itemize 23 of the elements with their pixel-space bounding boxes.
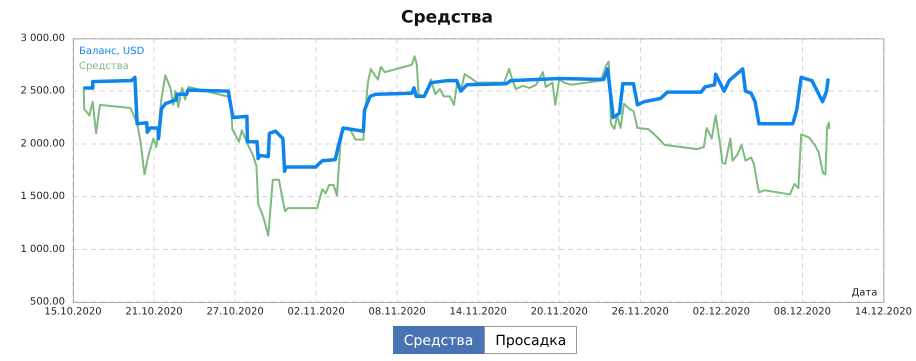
x-axis-title: Дата bbox=[851, 288, 878, 299]
x-tick-label: 14.12.2020 bbox=[854, 306, 912, 318]
chart-title: Средства bbox=[400, 8, 494, 28]
y-tick-label: 3 000.00 bbox=[20, 32, 65, 44]
x-tick-label: 26.11.2020 bbox=[612, 306, 669, 318]
x-tick-label: 08.11.2020 bbox=[368, 306, 426, 318]
y-tick-label: 1 000.00 bbox=[20, 244, 65, 255]
x-tick-label: 08.12.2020 bbox=[774, 306, 831, 318]
y-tick-label: 2 000.00 bbox=[20, 138, 65, 150]
x-tick-label: 21.10.2020 bbox=[125, 306, 183, 318]
tab-button: Средства bbox=[392, 326, 484, 354]
x-tick-label: 27.10.2020 bbox=[206, 306, 264, 318]
y-tick-label: 2 500.00 bbox=[20, 86, 65, 97]
text: Баланс, USD bbox=[79, 46, 145, 57]
x-tick-label: 14.11.2020 bbox=[450, 306, 507, 318]
x-tick-label: 20.11.2020 bbox=[530, 306, 588, 318]
y-tick-label: 500.00 bbox=[30, 296, 65, 308]
y-tick-label: 1 500.00 bbox=[20, 191, 65, 202]
x-tick-label: 02.11.2020 bbox=[287, 306, 345, 318]
tab-button: Просадка bbox=[484, 326, 578, 354]
x-tick-label: 02.12.2020 bbox=[692, 306, 750, 318]
series-label: Средства bbox=[79, 60, 129, 72]
x-tick-label: 15.10.2020 bbox=[44, 306, 102, 318]
